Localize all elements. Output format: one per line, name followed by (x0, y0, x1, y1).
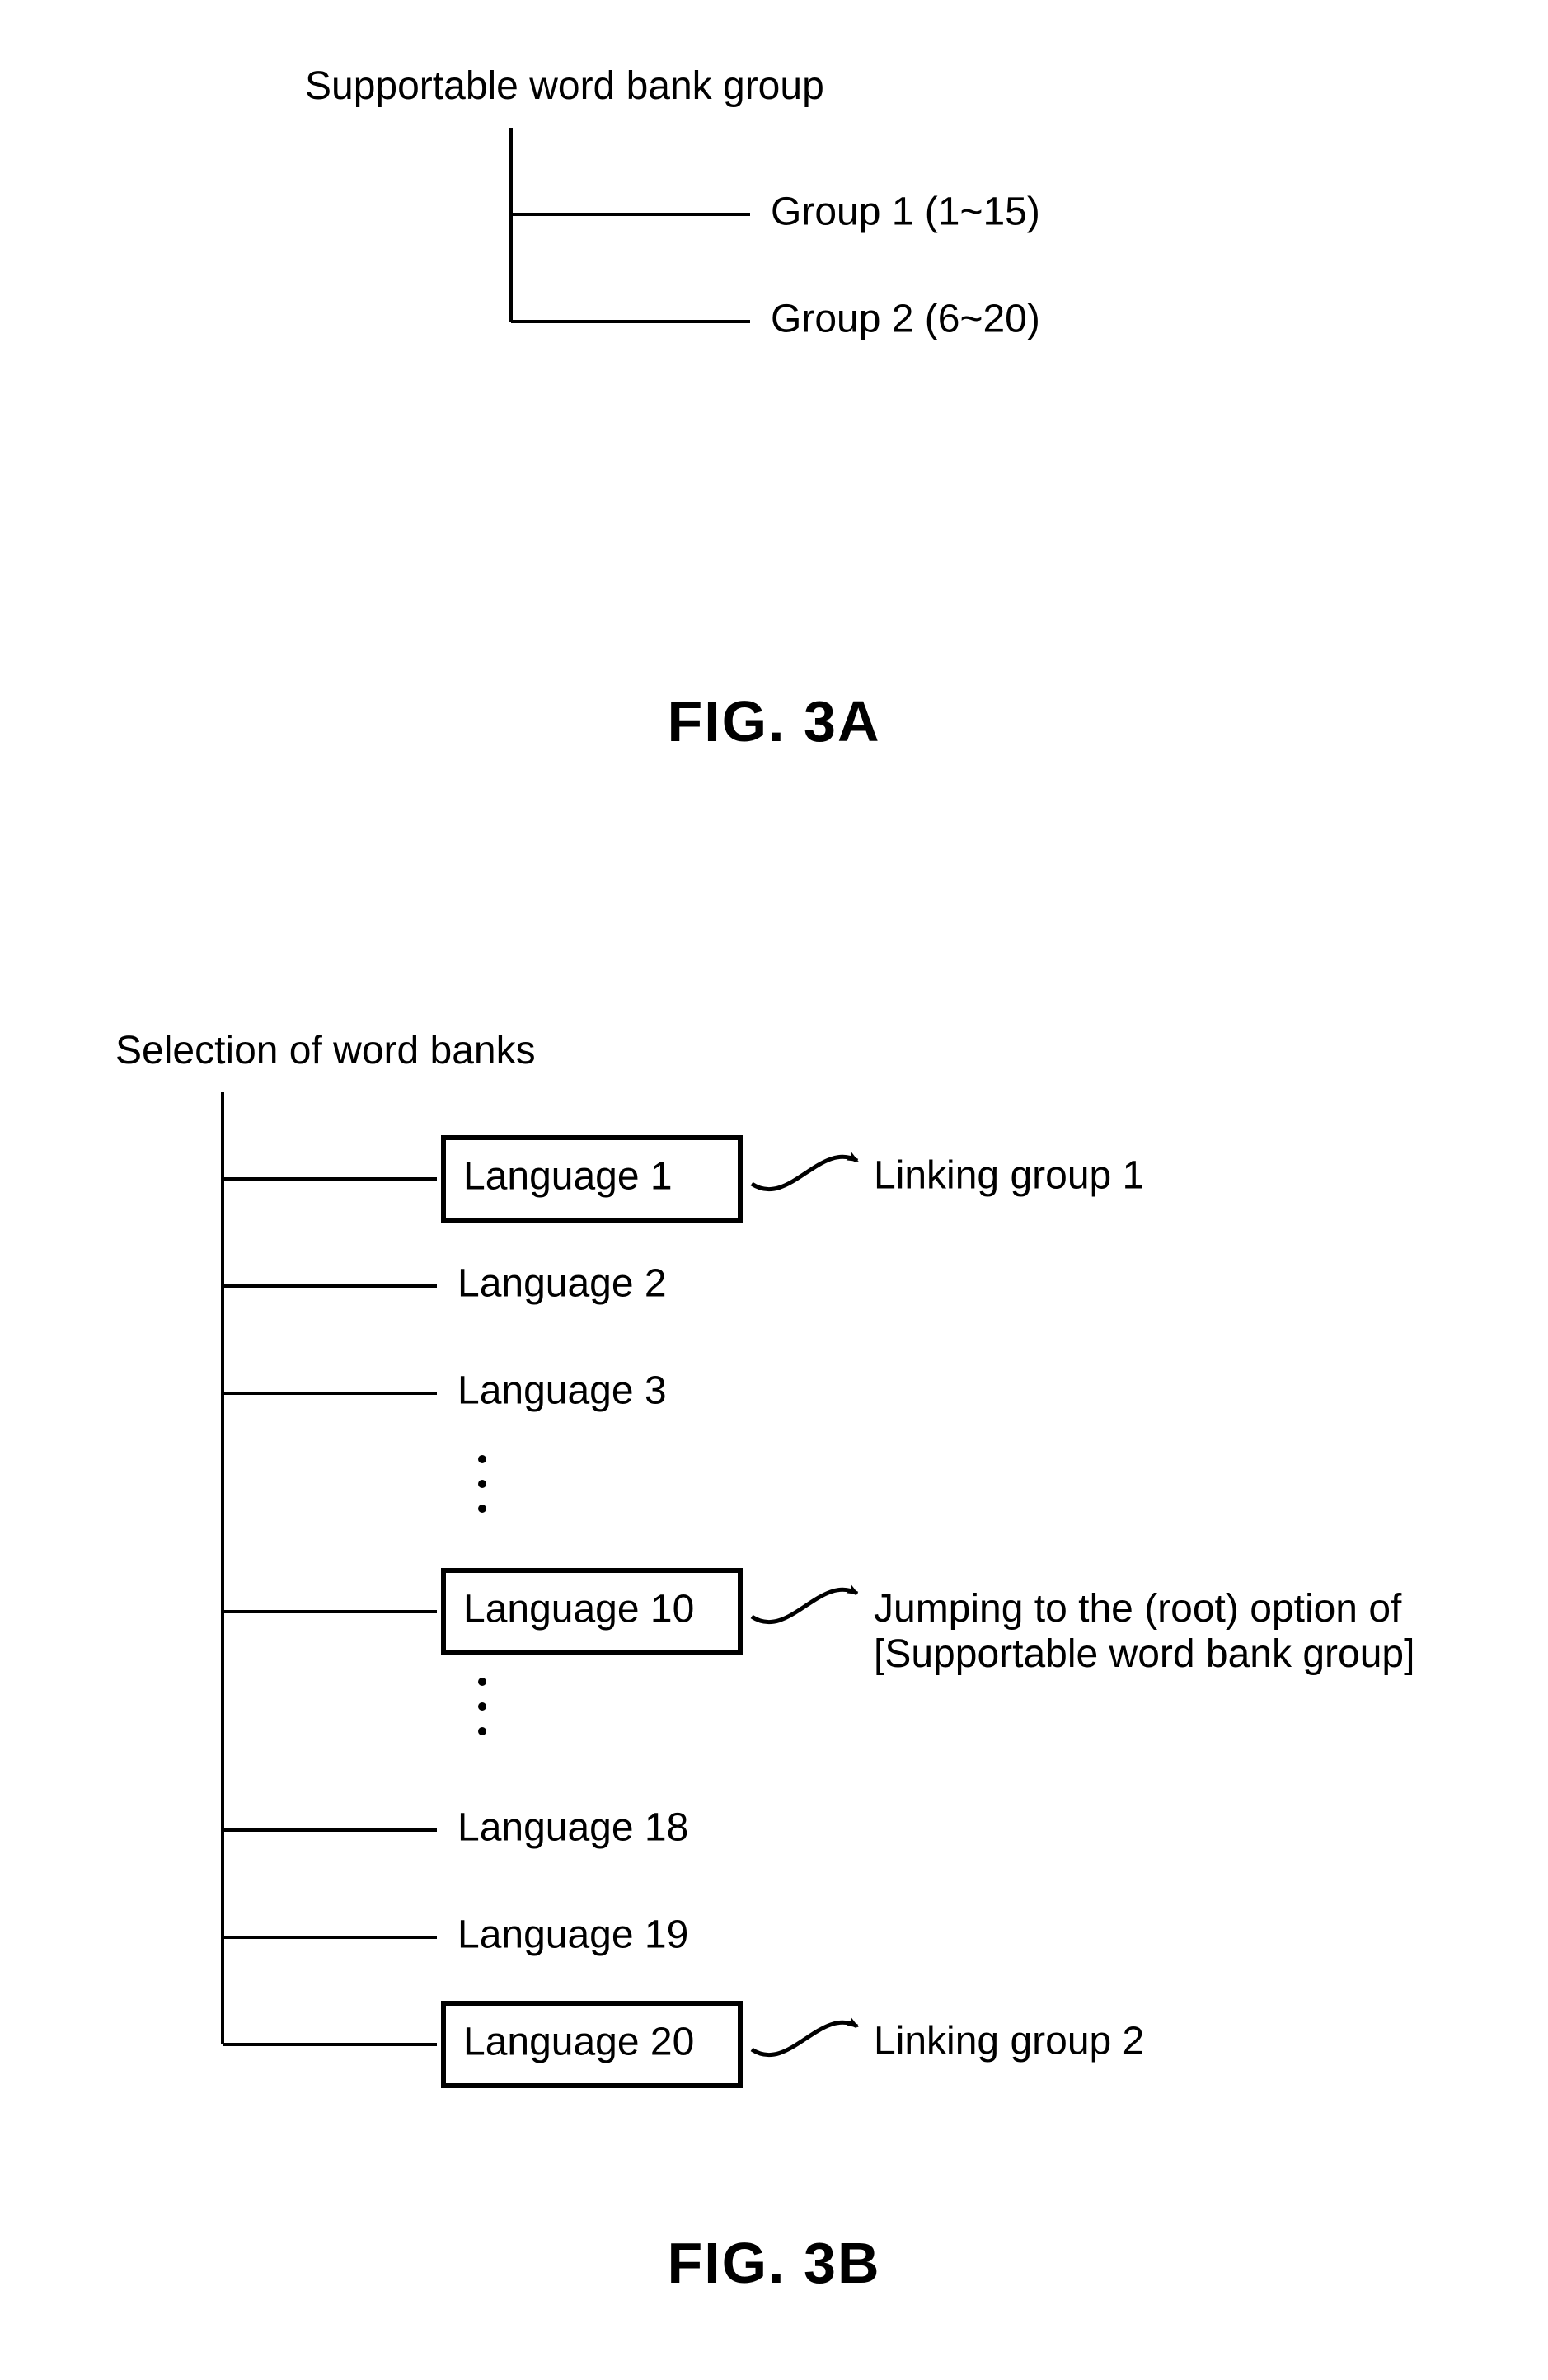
figure-a-caption: FIG. 3A (0, 688, 1548, 754)
figB-item-label: Language 20 (463, 2021, 694, 2064)
annotation-text: Linking group 2 (874, 2020, 1144, 2063)
figB-item-label: Language 1 (463, 1155, 673, 1199)
figB-item-label: Language 2 (457, 1262, 667, 1306)
figB-item-label: Language 10 (463, 1588, 694, 1631)
annotation-arrow (752, 1589, 857, 1622)
ellipsis-dot (478, 1455, 486, 1463)
ellipsis-dot (478, 1505, 486, 1513)
ellipsis-dot (478, 1480, 486, 1488)
figB-title: Selection of word banks (115, 1029, 536, 1073)
figB-item-label: Language 19 (457, 1913, 688, 1957)
figure-b-caption: FIG. 3B (0, 2230, 1548, 2296)
diagram-canvas: Supportable word bank group Group 1 (1~15… (0, 0, 1548, 2380)
figA-item-label: Group 1 (1~15) (771, 190, 1040, 234)
figA-title: Supportable word bank group (305, 64, 824, 108)
figure-b: Selection of word banks Language 1 Linking… (115, 1029, 1414, 2086)
figure-a: Supportable word bank group Group 1 (1~15… (305, 64, 1040, 341)
ellipsis-dot (478, 1678, 486, 1686)
annotation-arrow (752, 1157, 857, 1189)
annotation-arrow (752, 2022, 857, 2054)
ellipsis-dot (478, 1727, 486, 1735)
figB-item-label: Language 3 (457, 1369, 667, 1413)
figB-item-label: Language 18 (457, 1806, 688, 1850)
annotation-text: Jumping to the (root) option of[Supporta… (874, 1587, 1414, 1676)
annotation-text: Linking group 1 (874, 1154, 1144, 1198)
figA-item-label: Group 2 (6~20) (771, 298, 1040, 341)
ellipsis-dot (478, 1702, 486, 1711)
